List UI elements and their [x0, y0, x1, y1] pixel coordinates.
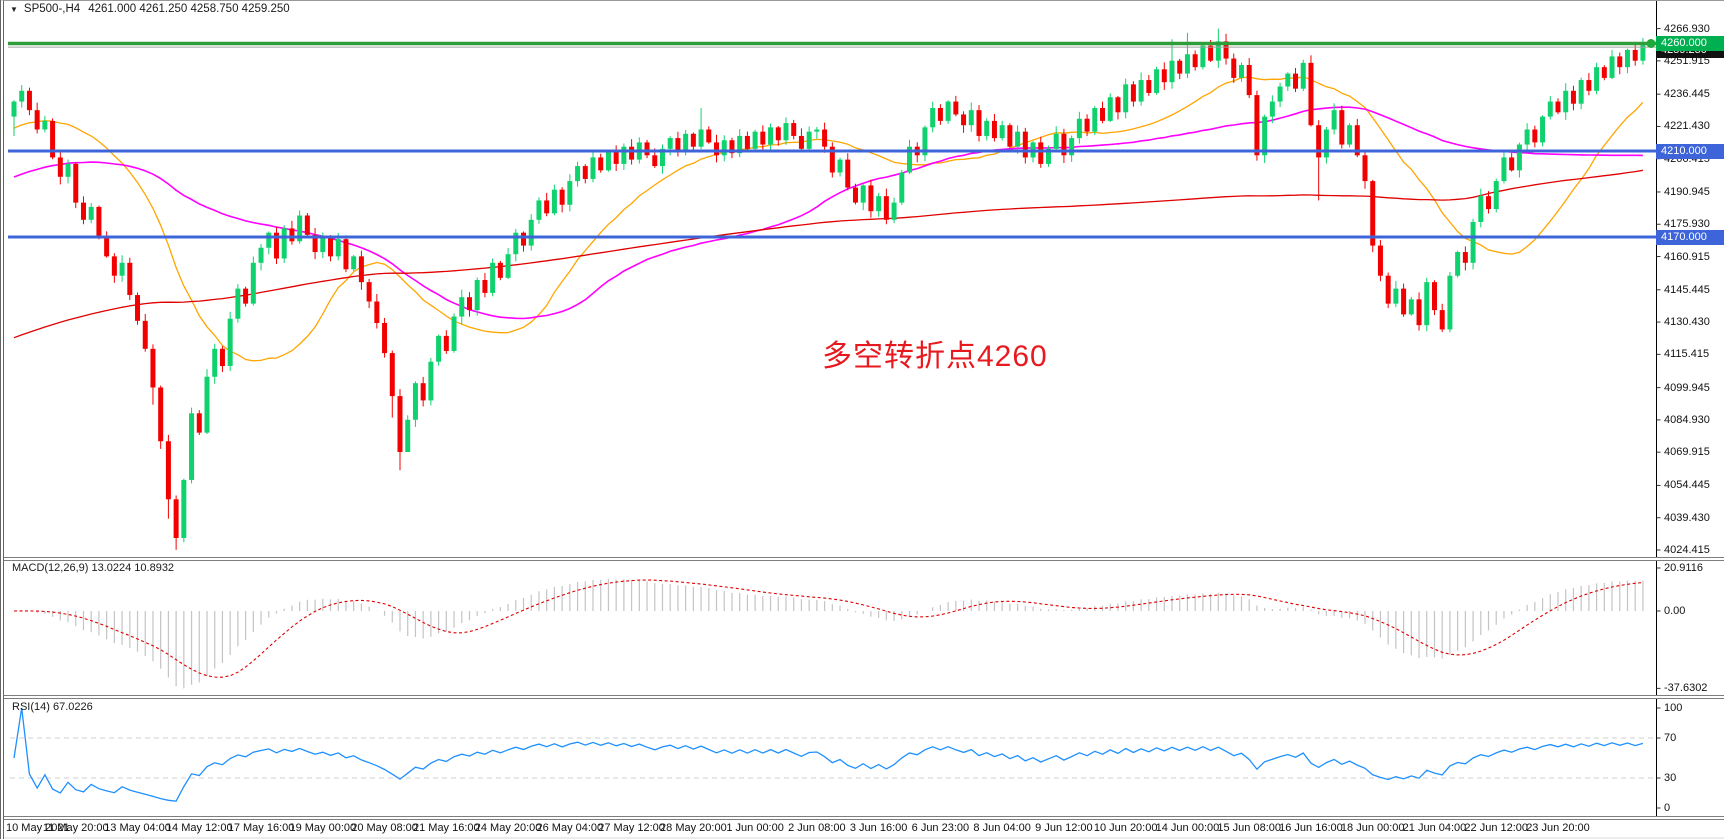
panel-divider-timeaxis	[4, 816, 1724, 820]
panel-divider-rsi[interactable]	[4, 695, 1724, 699]
price-axis-label: 4145.445	[1664, 283, 1710, 296]
price-tag-4260: 4260.000	[1656, 36, 1724, 51]
price-axis-label: 4024.415	[1664, 544, 1710, 556]
time-axis-label: 28 May 20:00	[660, 822, 727, 834]
macd-plot	[13, 579, 1644, 689]
price-axis-label: 4084.930	[1664, 413, 1710, 426]
price-axis-label: 4236.445	[1664, 88, 1710, 101]
time-axis-label: 10 May 2021	[6, 822, 70, 834]
price-axis-label: 4160.915	[1664, 250, 1710, 263]
time-axis-label: 22 Jun 12:00	[1464, 822, 1529, 834]
time-axis-label: 16 Jun 16:00	[1279, 822, 1343, 834]
time-axis-label: 26 May 04:00	[536, 822, 604, 834]
time-axis-label: 9 Jun 12:00	[1035, 822, 1093, 834]
candlesticks[interactable]	[11, 28, 1646, 550]
rsi-plot	[10, 707, 1655, 802]
price-tag-4210: 4210.000	[1656, 143, 1724, 159]
price-axis-label: 4054.445	[1664, 479, 1710, 492]
macd-signal-line	[13, 579, 1643, 678]
rsi-line	[13, 707, 1644, 802]
time-axis-label: 10 Jun 20:00	[1093, 822, 1158, 834]
price-axis-label: 4190.945	[1664, 185, 1710, 198]
time-axis-label: 27 May 12:00	[598, 822, 665, 834]
time-axis-label: 6 Jun 23:00	[911, 822, 970, 834]
price-axis-label: 4175.930	[1664, 218, 1710, 231]
time-axis-label: 11 May 20:00	[42, 822, 109, 834]
time-axis-label: 23 Jun 20:00	[1526, 822, 1590, 834]
moving-average-lines	[13, 76, 1644, 362]
hline-anchor-dot[interactable]	[1646, 39, 1656, 48]
price-axis-label: 4221.430	[1664, 120, 1710, 133]
time-axis-label: 15 Jun 08:00	[1217, 822, 1281, 834]
time-axis-label: 20 May 08:00	[351, 822, 418, 834]
symbol-period-label: SP500-,H4	[23, 3, 81, 15]
chart-title: ▼ SP500-,H4 4261.000 4261.250 4258.750 425…	[10, 3, 290, 15]
macd-axis-label: -37.6302	[1664, 682, 1708, 695]
time-axis-label: 18 Jun 00:00	[1340, 822, 1405, 834]
time-axis-label: 24 May 20:00	[474, 822, 542, 834]
rsi-axis-label: 70	[1664, 732, 1677, 744]
macd-axis-label: 20.9116	[1664, 562, 1703, 574]
price-axis-label: 4266.930	[1664, 22, 1710, 35]
time-axis-label: 3 Jun 16:00	[849, 822, 908, 834]
time-axis-label: 13 May 04:00	[104, 822, 171, 834]
annotation-text[interactable]: 多空转折点4260	[822, 340, 1048, 373]
window-bottom-edge	[4, 837, 1724, 839]
macd-indicator-label: MACD(12,26,9) 13.0224 10.8932	[12, 562, 175, 574]
price-axis-label: 4069.915	[1664, 446, 1710, 459]
time-axis-label: 14 May 12:00	[165, 822, 233, 834]
time-axis-label: 2 Jun 08:00	[788, 822, 846, 834]
price-axis-label: 4099.945	[1664, 381, 1710, 394]
price-axis-label: 4039.430	[1664, 511, 1710, 524]
collapse-arrow-icon[interactable]: ▼	[10, 5, 18, 14]
price-axis-label: 4130.430	[1664, 316, 1710, 329]
rsi-indicator-label: RSI(14) 67.0226	[12, 701, 93, 713]
time-axis-label: 21 Jun 04:00	[1402, 822, 1467, 834]
rsi-axis-label: 0	[1664, 802, 1671, 814]
price-axis-label: 4115.415	[1664, 348, 1710, 361]
time-axis-label: 14 Jun 00:00	[1155, 822, 1220, 834]
macd-axis-label: 0.00	[1664, 605, 1686, 617]
time-axis-label: 21 May 16:00	[412, 822, 480, 834]
time-axis-label: 19 May 00:00	[289, 822, 357, 834]
time-axis-label: 1 Jun 00:00	[726, 822, 784, 834]
price-tag-4170: 4170.000	[1656, 229, 1724, 245]
panel-divider-macd[interactable]	[4, 557, 1724, 561]
rsi-axis-label: 30	[1664, 772, 1677, 784]
horizontal-lines[interactable]	[8, 39, 1657, 239]
rsi-axis-label: 100	[1664, 702, 1683, 714]
ohlc-values: 4261.000 4261.250 4258.750 4259.250	[88, 3, 290, 15]
chart-plot[interactable]	[4, 1, 1724, 839]
axis-marks	[1656, 1, 1661, 818]
time-axis-label: 8 Jun 04:00	[973, 822, 1031, 834]
time-axis-label: 17 May 16:00	[227, 822, 295, 834]
